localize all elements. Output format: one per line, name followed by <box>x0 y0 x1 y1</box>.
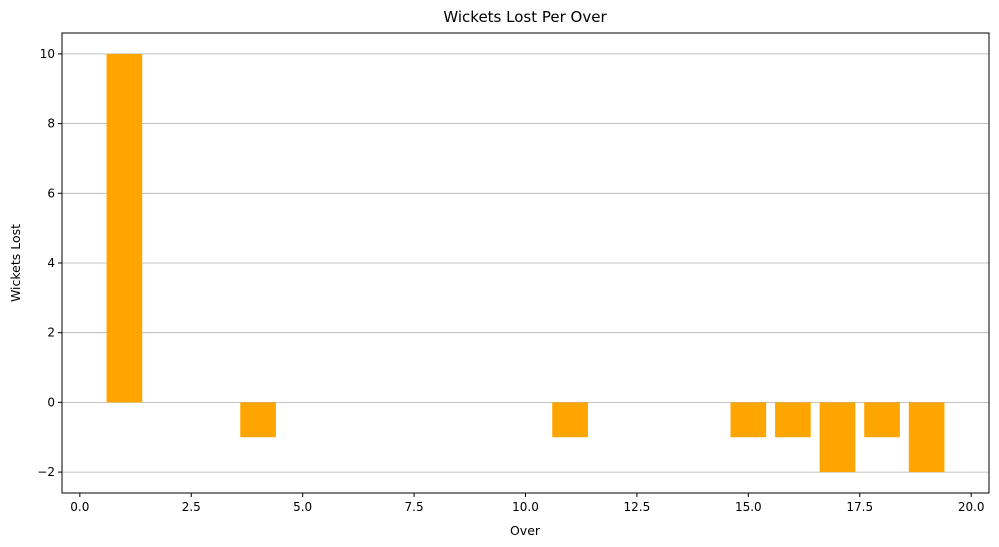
chart-title: Wickets Lost Per Over <box>443 8 607 26</box>
x-tick-label: 0.0 <box>70 500 89 514</box>
x-axis: 0.0 2.5 5.0 7.5 10.0 12.5 15.0 17.5 20.0 <box>70 493 985 514</box>
x-tick-label: 15.0 <box>735 500 762 514</box>
x-tick-label: 20.0 <box>958 500 985 514</box>
bar <box>908 402 945 473</box>
bar <box>240 402 276 438</box>
grid-layer <box>62 53 989 473</box>
bar <box>864 402 900 438</box>
x-tick-label: 7.5 <box>405 500 424 514</box>
y-tick-label: 2 <box>47 326 55 340</box>
x-axis-title: Over <box>510 523 541 538</box>
y-axis-title: Wickets Lost <box>8 224 23 302</box>
y-tick-label: 10 <box>40 47 55 61</box>
y-tick-label: 8 <box>47 117 55 131</box>
bar <box>819 402 856 473</box>
y-tick-label: 4 <box>47 256 55 270</box>
bar <box>106 53 143 403</box>
y-tick-label: 0 <box>47 395 55 409</box>
x-tick-label: 17.5 <box>846 500 873 514</box>
y-tick-label: −2 <box>37 465 55 479</box>
x-tick-label: 2.5 <box>182 500 201 514</box>
bar <box>730 402 767 438</box>
x-tick-label: 10.0 <box>512 500 539 514</box>
x-tick-label: 12.5 <box>624 500 651 514</box>
y-tick-label: 6 <box>47 186 55 200</box>
y-axis: −2 0 2 4 6 8 10 <box>37 47 62 479</box>
x-tick-label: 5.0 <box>293 500 312 514</box>
bars-layer <box>106 53 945 473</box>
bar <box>552 402 588 438</box>
bar <box>775 402 811 438</box>
